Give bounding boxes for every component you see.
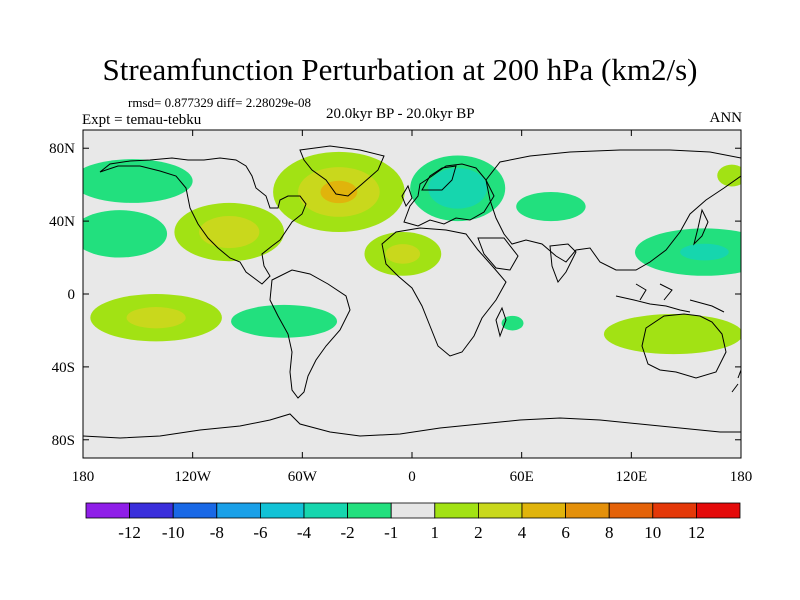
coast-madagascar	[495, 306, 507, 338]
colorbar-label-11: 8	[605, 523, 614, 542]
colorbar-label-3: -6	[253, 523, 267, 542]
experiment-label: Expt = temau-tebku	[82, 112, 202, 128]
colorbar-box-3	[216, 502, 261, 519]
colorbar-label-10: 6	[561, 523, 570, 542]
colorbar-label-9: 4	[518, 523, 527, 542]
anomaly-5	[717, 164, 741, 187]
coast-asia	[485, 149, 741, 271]
coast-africa	[381, 227, 507, 357]
coast-north-america	[99, 157, 307, 285]
anomaly-3-level-1	[126, 307, 186, 329]
x-tick-label-0: 180	[72, 469, 95, 485]
colorbar-box-0	[85, 502, 130, 519]
colorbar-label-2: -8	[210, 523, 224, 542]
colorbar-box-9	[477, 502, 523, 519]
anomaly-8-level-1	[428, 167, 488, 209]
anomaly-2	[364, 232, 442, 276]
colorbar-box-2	[172, 502, 218, 519]
colorbar-box-1	[129, 502, 174, 519]
y-tick-label-1: 40N	[49, 214, 75, 230]
season-label: ANN	[709, 110, 743, 126]
colorbar-label-7: 1	[431, 523, 440, 542]
anomaly-1	[174, 202, 285, 262]
coast-japan	[693, 208, 709, 246]
anomaly-9	[516, 191, 586, 222]
coast-greenland	[299, 145, 385, 197]
axes-layer: 180 120W 60W 0 60E 120E 180 80N 40N 0 40S 80S	[49, 130, 752, 485]
coast-scandinavia	[421, 165, 457, 191]
x-tick-label-4: 60E	[510, 469, 534, 485]
colorbar-box-7	[390, 502, 436, 519]
colorbar-box-4	[259, 502, 305, 519]
anomaly-11-level-0	[231, 304, 338, 338]
anomaly-10-level-1	[680, 243, 729, 261]
x-tick-label-1: 120W	[174, 469, 212, 485]
anomaly-4-level-0	[603, 314, 741, 355]
colorbar-label-4: -4	[297, 523, 312, 542]
anomaly-9-level-0	[516, 191, 586, 222]
y-tick-label-0: 80N	[49, 141, 75, 157]
colorbar-box-11	[565, 502, 610, 519]
anomaly-layer	[83, 151, 741, 355]
stats-label: rmsd= 0.877329 diff= 2.28029e-08	[128, 95, 312, 110]
colorbar-label-13: 12	[688, 523, 705, 542]
anomaly-0	[273, 151, 405, 233]
colorbar-label-0: -12	[118, 523, 141, 542]
colorbar-label-1: -10	[162, 523, 185, 542]
coast-india	[549, 243, 577, 283]
anomaly-3	[90, 294, 222, 342]
colorbar-box-12	[608, 502, 654, 519]
anomaly-5-level-0	[717, 164, 741, 187]
colorbar-label-6: -1	[384, 523, 398, 542]
colorbar-box-5	[303, 502, 348, 519]
coast-australia	[641, 313, 727, 379]
x-tick-label-6: 180	[730, 469, 753, 485]
y-tick-label-3: 40S	[52, 360, 75, 376]
y-tick-label-4: 80S	[52, 433, 75, 449]
colorbar-label-5: -2	[341, 523, 355, 542]
colorbar: -12 -10 -8 -6 -4 -2 -1 1 2 4 6 8 10 12	[85, 502, 741, 542]
x-tick-label-2: 60W	[288, 469, 318, 485]
colorbar-box-10	[521, 502, 566, 519]
colorbar-box-8	[434, 502, 479, 519]
anomaly-12-level-0	[501, 315, 524, 331]
colorbar-box-13	[652, 502, 697, 519]
anomaly-6-level-0	[83, 159, 193, 203]
coast-antarctica	[83, 413, 741, 439]
coast-indonesia	[615, 283, 725, 313]
anomaly-8	[410, 155, 506, 222]
anomaly-4	[603, 314, 741, 355]
anomaly-11	[231, 304, 338, 338]
coast-british-isles	[401, 184, 413, 208]
x-tick-label-3: 0	[408, 469, 416, 485]
coast-south-america	[269, 269, 351, 399]
chart-title: Streamfunction Perturbation at 200 hPa (…	[102, 52, 698, 87]
anomaly-0-level-2	[320, 180, 358, 204]
anomaly-10	[635, 228, 741, 276]
colorbar-box-14	[696, 502, 741, 519]
anomaly-1-level-1	[199, 216, 260, 249]
colorbar-label-12: 10	[644, 523, 661, 542]
anomaly-7	[83, 210, 168, 258]
anomaly-12	[501, 315, 524, 331]
colorbar-label-8: 2	[474, 523, 483, 542]
coast-arabia	[477, 237, 519, 271]
anomaly-7-level-0	[83, 210, 168, 258]
anomaly-6	[83, 159, 193, 203]
period-label: 20.0kyr BP - 20.0kyr BP	[326, 106, 475, 122]
y-tick-label-2: 0	[68, 287, 76, 303]
anomaly-2-level-1	[385, 244, 421, 264]
x-tick-label-5: 120E	[615, 469, 647, 485]
colorbar-box-6	[347, 502, 392, 519]
